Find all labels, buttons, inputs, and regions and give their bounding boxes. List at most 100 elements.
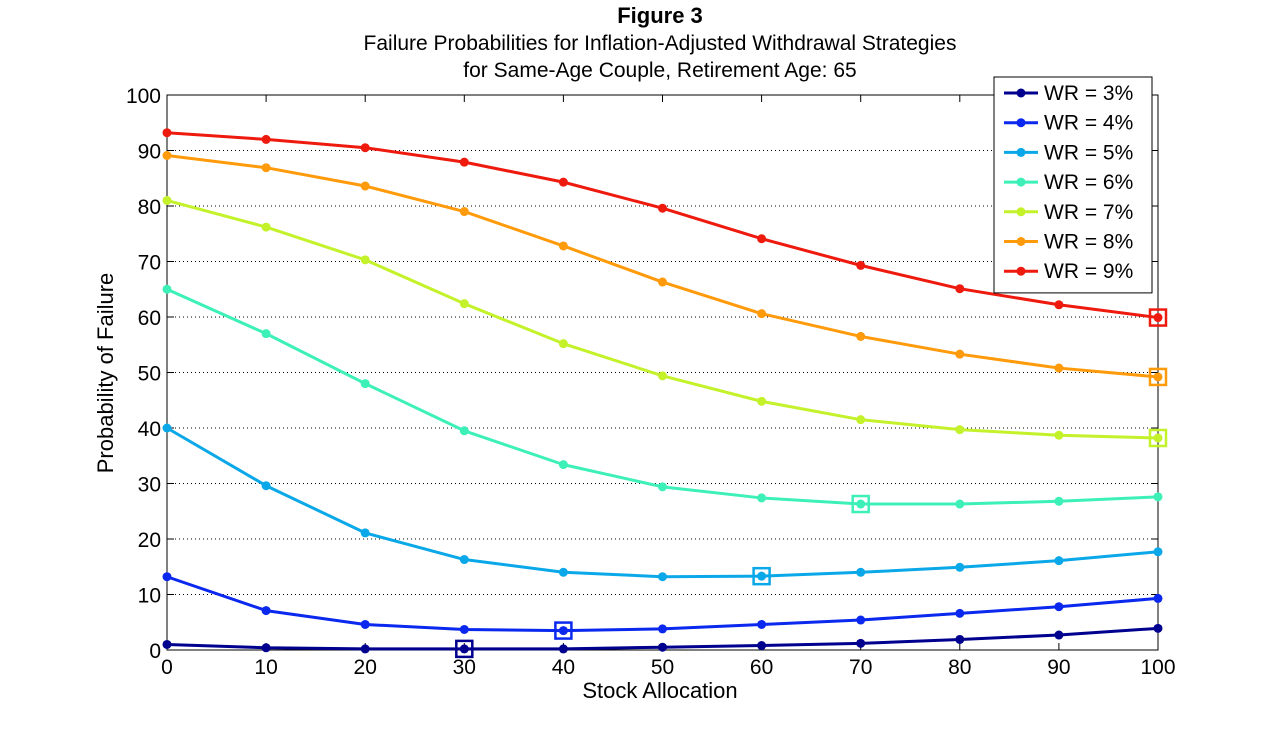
minimum-marker [752, 566, 771, 586]
legend-entry: WR = 4% [1004, 112, 1133, 135]
data-point [955, 634, 965, 644]
data-point [360, 255, 370, 265]
x-tick-label: 80 [948, 656, 971, 679]
data-point [757, 396, 767, 406]
x-tick-label: 20 [354, 656, 377, 679]
legend-label: WR = 3% [1044, 82, 1133, 105]
data-point [1153, 313, 1163, 323]
data-point [1054, 363, 1064, 373]
data-point [360, 644, 370, 654]
data-point [360, 619, 370, 629]
x-tick-label: 30 [453, 656, 476, 679]
data-point [856, 260, 866, 270]
y-tick-label: 0 [149, 640, 161, 663]
data-point [459, 426, 469, 436]
data-point [856, 331, 866, 341]
data-point [856, 615, 866, 625]
data-point [459, 299, 469, 309]
data-point [558, 339, 568, 349]
y-axis-label: Probability of Failure [93, 273, 118, 474]
data-point [261, 163, 271, 173]
data-point [459, 624, 469, 634]
data-point [459, 157, 469, 167]
minimum-marker [851, 494, 870, 514]
data-point [459, 207, 469, 217]
y-tick-label: 60 [138, 307, 161, 330]
series-wr-3 [162, 623, 1163, 659]
x-tick-label: 60 [750, 656, 773, 679]
data-point [658, 624, 667, 634]
data-point [757, 309, 767, 319]
series-wr-6 [162, 284, 1163, 514]
data-point [658, 203, 667, 213]
data-point [360, 181, 370, 191]
data-point [856, 499, 866, 509]
chart-title: Figure 3 [617, 3, 703, 28]
data-point [360, 528, 370, 538]
series-line [166, 575, 1159, 633]
data-point [955, 499, 965, 509]
x-tick-label: 100 [1140, 656, 1175, 679]
y-tick-label: 20 [138, 529, 161, 552]
chart-subtitle-line-1: Failure Probabilities for Inflation-Adju… [364, 32, 957, 55]
data-point [459, 644, 469, 654]
data-point [162, 195, 172, 205]
data-point [658, 371, 667, 381]
legend-entry: WR = 5% [1004, 141, 1133, 164]
x-tick-label: 70 [849, 656, 872, 679]
series-group [162, 128, 1168, 659]
x-tick-label: 90 [1047, 656, 1070, 679]
data-point [757, 619, 767, 629]
data-point [261, 134, 271, 144]
data-point [658, 572, 667, 582]
legend-entry: WR = 6% [1004, 171, 1133, 194]
series-wr-7 [162, 195, 1168, 448]
data-point [955, 284, 965, 294]
data-point [162, 572, 172, 582]
y-tick-label: 40 [138, 418, 161, 441]
data-point [1054, 556, 1064, 566]
legend-label: WR = 8% [1044, 231, 1133, 254]
legend-entry: WR = 7% [1004, 201, 1133, 224]
data-point [955, 562, 965, 572]
y-tick-label: 100 [126, 85, 161, 108]
data-point [558, 644, 568, 654]
data-point [1054, 430, 1064, 440]
legend-swatch-marker [1016, 237, 1026, 246]
data-point [1153, 623, 1163, 633]
y-tick-label: 80 [138, 196, 161, 219]
series-wr-9 [162, 128, 1168, 327]
series-wr-8 [162, 150, 1168, 387]
legend-swatch-marker [1016, 118, 1026, 128]
data-point [955, 349, 965, 359]
y-tick-label: 50 [138, 363, 161, 386]
legend-entry: WR = 3% [1004, 82, 1133, 105]
x-tick-label: 50 [651, 656, 674, 679]
data-point [658, 642, 667, 652]
data-point [757, 641, 767, 651]
legend: WR = 3% WR = 4% WR = 5% WR = 6% WR = 7% WR = … [993, 76, 1153, 294]
data-point [1054, 496, 1064, 506]
legend-swatch-marker [1016, 207, 1026, 217]
legend-label: WR = 9% [1044, 260, 1133, 283]
legend-label: WR = 6% [1044, 171, 1133, 194]
data-point [162, 423, 172, 433]
data-point [1153, 433, 1163, 443]
minimum-marker [1148, 308, 1168, 327]
data-point [162, 150, 172, 160]
data-point [261, 606, 271, 616]
legend-label: WR = 5% [1044, 141, 1133, 164]
data-point [558, 241, 568, 251]
data-point [360, 379, 370, 389]
chart-subtitle-line-2: for Same-Age Couple, Retirement Age: 65 [463, 59, 856, 82]
legend-entry: WR = 8% [1004, 231, 1133, 254]
series-wr-4 [162, 572, 1163, 640]
minimum-marker [554, 621, 573, 640]
data-point [757, 234, 767, 244]
data-point [162, 128, 172, 138]
x-tick-label: 0 [161, 656, 173, 679]
minimum-marker [1148, 367, 1168, 387]
legend-swatch-marker [1016, 88, 1026, 98]
data-point [955, 608, 965, 618]
data-point [856, 415, 866, 425]
